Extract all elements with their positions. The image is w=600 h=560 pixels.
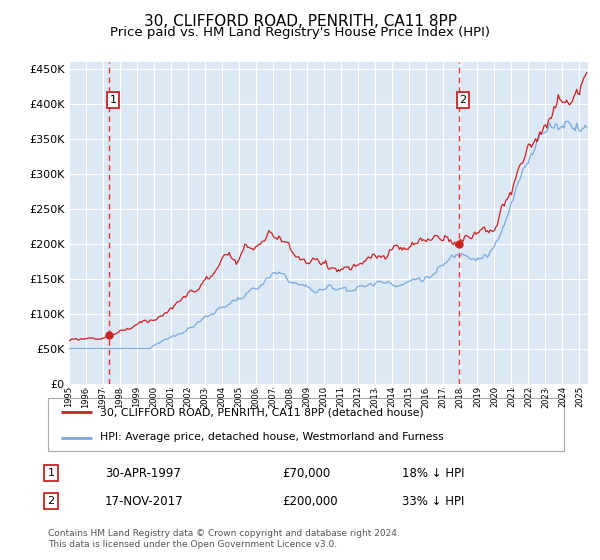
Text: 2020: 2020	[490, 386, 499, 408]
Text: 2022: 2022	[524, 386, 533, 408]
Text: 30-APR-1997: 30-APR-1997	[105, 466, 181, 480]
Text: 2002: 2002	[184, 386, 193, 408]
Text: 2018: 2018	[456, 386, 465, 408]
Text: 2: 2	[460, 95, 466, 105]
Text: 2006: 2006	[251, 386, 260, 408]
FancyBboxPatch shape	[48, 398, 564, 451]
Text: 30, CLIFFORD ROAD, PENRITH, CA11 8PP: 30, CLIFFORD ROAD, PENRITH, CA11 8PP	[143, 14, 457, 29]
Text: 1: 1	[47, 468, 55, 478]
Text: 1997: 1997	[98, 386, 107, 408]
Text: 1: 1	[109, 95, 116, 105]
Text: 2007: 2007	[269, 386, 278, 408]
Text: 2009: 2009	[303, 386, 312, 408]
Text: 2012: 2012	[354, 386, 363, 408]
Text: 2023: 2023	[541, 386, 550, 408]
Text: £70,000: £70,000	[282, 466, 330, 480]
Text: HPI: Average price, detached house, Westmorland and Furness: HPI: Average price, detached house, West…	[100, 432, 443, 442]
Text: 17-NOV-2017: 17-NOV-2017	[105, 494, 184, 508]
Text: 2008: 2008	[286, 386, 295, 408]
Text: 2003: 2003	[200, 386, 209, 408]
Text: 2019: 2019	[473, 386, 482, 408]
Text: 2: 2	[47, 496, 55, 506]
Text: 2014: 2014	[388, 386, 397, 408]
Text: 30, CLIFFORD ROAD, PENRITH, CA11 8PP (detached house): 30, CLIFFORD ROAD, PENRITH, CA11 8PP (de…	[100, 408, 424, 418]
Text: 2025: 2025	[575, 386, 584, 408]
Text: 2004: 2004	[218, 386, 227, 408]
Text: 18% ↓ HPI: 18% ↓ HPI	[402, 466, 464, 480]
Text: 1998: 1998	[116, 386, 125, 408]
Text: 2000: 2000	[149, 386, 158, 408]
Text: 2024: 2024	[558, 386, 567, 408]
Text: 2017: 2017	[439, 386, 448, 408]
Text: 2021: 2021	[507, 386, 516, 408]
Text: 2011: 2011	[337, 386, 346, 408]
Text: Contains HM Land Registry data © Crown copyright and database right 2024.
This d: Contains HM Land Registry data © Crown c…	[48, 529, 400, 549]
Text: 1995: 1995	[65, 386, 74, 408]
Text: 1999: 1999	[133, 386, 142, 408]
Text: 2016: 2016	[422, 386, 431, 408]
Text: 2013: 2013	[371, 386, 380, 408]
Text: 2005: 2005	[235, 386, 244, 408]
Text: Price paid vs. HM Land Registry's House Price Index (HPI): Price paid vs. HM Land Registry's House …	[110, 26, 490, 39]
Text: £200,000: £200,000	[282, 494, 338, 508]
Text: 2001: 2001	[167, 386, 176, 408]
Text: 1996: 1996	[82, 386, 91, 408]
Text: 2015: 2015	[405, 386, 414, 408]
Text: 2010: 2010	[320, 386, 329, 408]
Text: 33% ↓ HPI: 33% ↓ HPI	[402, 494, 464, 508]
